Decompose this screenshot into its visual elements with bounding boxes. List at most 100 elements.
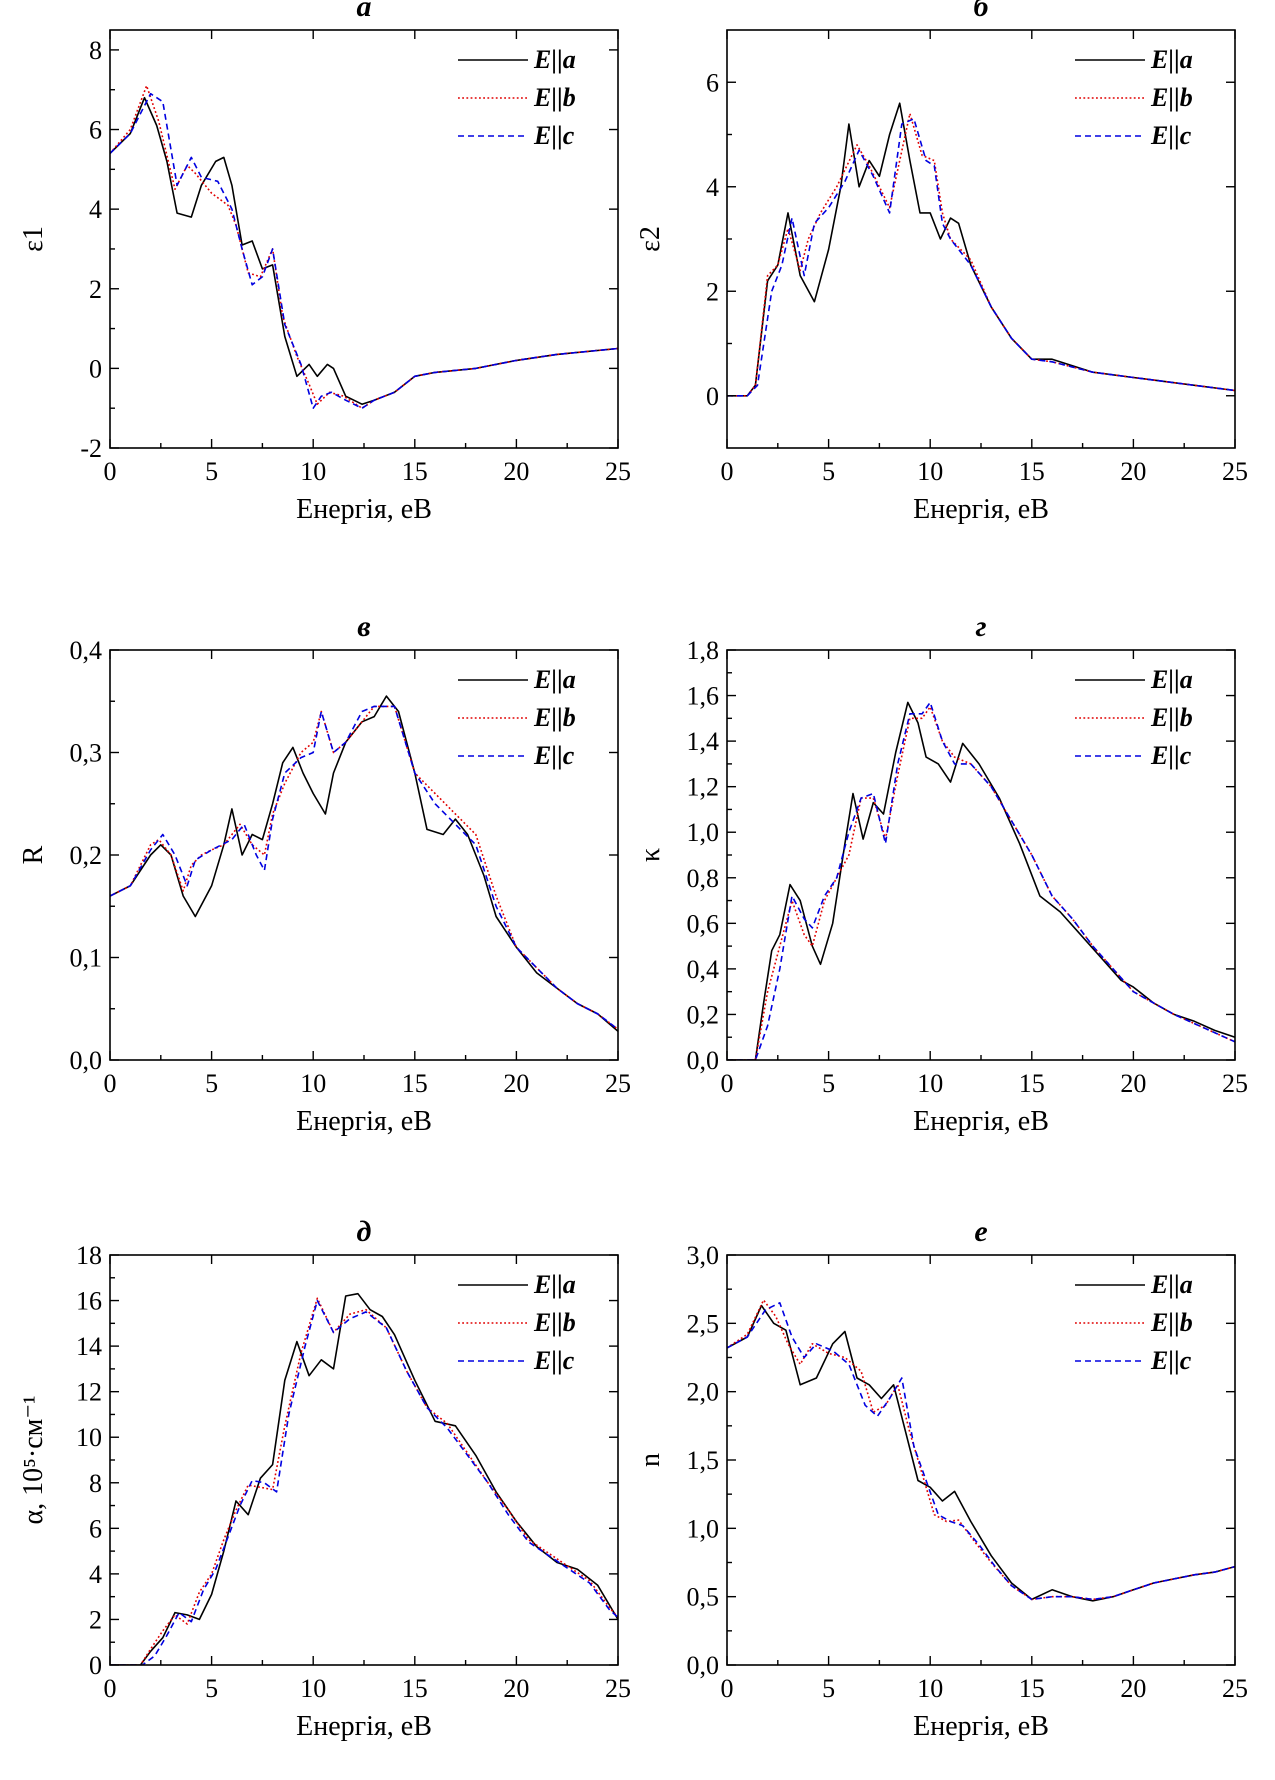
y-tick-label: 1,8	[687, 636, 720, 665]
chart-panel-г: г 0 5 10 15 20 25 0,0 0,2 0,4 0,6 0,8 1,0 1,2 1,4 1,6 1,…	[635, 610, 1248, 1137]
series-line-E-par-c	[110, 92, 618, 409]
y-axis-label: n	[635, 1453, 666, 1467]
legend-label: E||a	[1150, 45, 1193, 74]
x-tick-label: 10	[917, 1674, 943, 1703]
y-tick-label: 3,0	[687, 1241, 720, 1270]
x-tick-label: 10	[300, 1674, 326, 1703]
y-tick-label: 0,4	[687, 955, 720, 984]
x-tick-label: 5	[822, 1069, 835, 1098]
x-tick-label: 5	[822, 457, 835, 486]
legend-label: E||a	[533, 45, 576, 74]
legend-label: E||b	[1150, 1308, 1193, 1337]
y-tick-label: 0,0	[687, 1046, 720, 1075]
y-tick-label: 4	[89, 195, 102, 224]
y-axis-label: κ	[635, 848, 666, 862]
legend-label: E||a	[1150, 1270, 1193, 1299]
x-tick-label: 20	[1120, 1674, 1146, 1703]
legend-label: E||c	[533, 1346, 575, 1375]
y-tick-label: 6	[89, 116, 102, 145]
x-tick-label: 25	[1222, 457, 1248, 486]
legend-label: E||a	[1150, 665, 1193, 694]
x-tick-label: 5	[822, 1674, 835, 1703]
y-tick-label: 0,5	[687, 1583, 720, 1612]
y-tick-label: 0,8	[687, 864, 720, 893]
series-line-E-par-a	[727, 701, 1235, 1060]
y-tick-label: 0,4	[70, 636, 103, 665]
x-tick-label: 0	[721, 457, 734, 486]
y-tick-label: 0,0	[687, 1651, 720, 1680]
x-axis-label: Енергія, еВ	[913, 494, 1049, 525]
legend-label: E||b	[533, 703, 576, 732]
y-tick-label: 2	[89, 1605, 102, 1634]
legend-label: E||c	[533, 121, 575, 150]
legend-label: E||c	[1150, 121, 1192, 150]
x-tick-label: 0	[104, 457, 117, 486]
x-tick-label: 20	[1120, 1069, 1146, 1098]
x-tick-label: 15	[1019, 1069, 1045, 1098]
y-axis-label: ε1	[18, 226, 49, 252]
x-axis-label: Енергія, еВ	[913, 1711, 1049, 1742]
y-tick-label: 0	[89, 1651, 102, 1680]
chart-panel-е: е 0 5 10 15 20 25 0,0 0,5 1,0 1,5 2,0 2,5 3,0 Енергія,…	[635, 1215, 1248, 1742]
y-tick-label: 4	[89, 1560, 102, 1589]
x-tick-label: 10	[917, 457, 943, 486]
chart-panel-б: б 0 5 10 15 20 25 0 2 4 6 Енергія, еВ ε2 E||a E||b E||c	[635, 0, 1248, 525]
x-tick-label: 0	[721, 1069, 734, 1098]
series-line-E-par-c	[110, 1299, 618, 1665]
legend-label: E||b	[533, 1308, 576, 1337]
series-line-E-par-b	[110, 705, 618, 1030]
x-tick-label: 25	[605, 1674, 631, 1703]
series-group	[727, 701, 1235, 1060]
y-tick-label: -2	[80, 434, 102, 463]
y-tick-label: 0,3	[70, 739, 103, 768]
legend-label: E||a	[533, 665, 576, 694]
series-group	[727, 102, 1235, 397]
y-tick-label: 0,2	[687, 1000, 720, 1029]
x-tick-label: 0	[104, 1069, 117, 1098]
panel-letter: е	[974, 1215, 987, 1248]
y-tick-label: 18	[76, 1241, 102, 1270]
series-line-E-par-b	[110, 1297, 618, 1665]
x-tick-label: 20	[503, 1069, 529, 1098]
y-tick-label: 6	[89, 1514, 102, 1543]
series-group	[110, 84, 618, 409]
legend-label: E||b	[1150, 703, 1193, 732]
panel-letter: б	[974, 0, 990, 23]
series-group	[110, 1292, 618, 1665]
legend-label: E||c	[1150, 1346, 1192, 1375]
series-line-E-par-b	[727, 1299, 1235, 1601]
x-tick-label: 25	[1222, 1069, 1248, 1098]
x-tick-label: 5	[205, 1069, 218, 1098]
x-tick-label: 20	[1120, 457, 1146, 486]
legend-label: E||c	[533, 741, 575, 770]
series-line-E-par-a	[110, 1292, 618, 1665]
x-tick-label: 25	[605, 1069, 631, 1098]
x-tick-label: 15	[1019, 1674, 1045, 1703]
series-line-E-par-c	[727, 1302, 1235, 1601]
panel-letter: a	[357, 0, 372, 23]
x-axis-label: Енергія, еВ	[913, 1106, 1049, 1137]
x-tick-label: 15	[402, 1674, 428, 1703]
panel-letter: д	[357, 1215, 372, 1248]
y-tick-label: 0	[89, 354, 102, 383]
x-tick-label: 5	[205, 1674, 218, 1703]
chart-panel-д: д 0 5 10 15 20 25 0 2 4 6 8 10 12 14 16 18 Енергія, еВ α, …	[18, 1215, 631, 1742]
y-tick-label: 1,6	[687, 682, 720, 711]
x-tick-label: 0	[721, 1674, 734, 1703]
x-axis-label: Енергія, еВ	[296, 494, 432, 525]
y-tick-label: 1,4	[687, 727, 720, 756]
x-axis-label: Енергія, еВ	[296, 1711, 432, 1742]
series-line-E-par-c	[727, 701, 1235, 1060]
y-tick-label: 0,2	[70, 841, 103, 870]
series-line-E-par-c	[110, 705, 618, 1030]
chart-panel-в: в 0 5 10 15 20 25 0,0 0,1 0,2 0,3 0,4 Енергія, еВ R E|…	[18, 610, 631, 1137]
x-tick-label: 25	[1222, 1674, 1248, 1703]
x-tick-label: 10	[917, 1069, 943, 1098]
y-tick-label: 6	[706, 68, 719, 97]
legend-label: E||a	[533, 1270, 576, 1299]
x-tick-label: 10	[300, 1069, 326, 1098]
x-tick-label: 0	[104, 1674, 117, 1703]
panel-letter: в	[357, 610, 370, 643]
y-tick-label: 0,0	[70, 1046, 103, 1075]
